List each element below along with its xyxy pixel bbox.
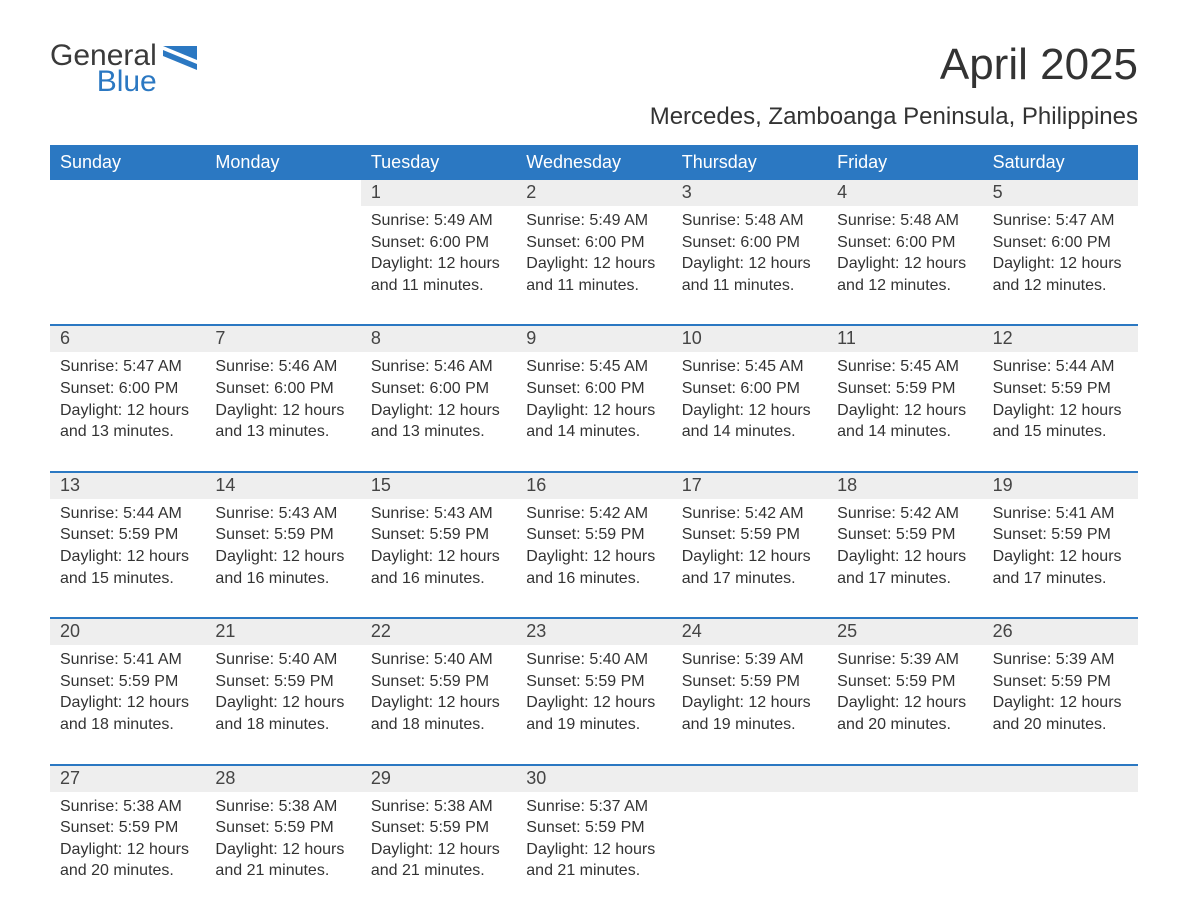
day-body-cell bbox=[827, 792, 982, 910]
day-number-cell: 14 bbox=[205, 473, 360, 499]
calendar: SundayMondayTuesdayWednesdayThursdayFrid… bbox=[50, 145, 1138, 910]
day-body-cell: Sunrise: 5:44 AMSunset: 5:59 PMDaylight:… bbox=[50, 499, 205, 617]
day-body-cell bbox=[50, 206, 205, 324]
day-body-cell: Sunrise: 5:49 AMSunset: 6:00 PMDaylight:… bbox=[361, 206, 516, 324]
weekday-header-cell: Tuesday bbox=[361, 145, 516, 180]
logo: General Blue bbox=[50, 40, 197, 97]
week-body-row: Sunrise: 5:38 AMSunset: 5:59 PMDaylight:… bbox=[50, 792, 1138, 910]
day-number-cell: 29 bbox=[361, 766, 516, 792]
weekday-header-cell: Friday bbox=[827, 145, 982, 180]
week-daynum-row: 20212223242526 bbox=[50, 617, 1138, 645]
weekday-header-cell: Wednesday bbox=[516, 145, 671, 180]
day-body-cell: Sunrise: 5:46 AMSunset: 6:00 PMDaylight:… bbox=[205, 352, 360, 470]
day-body-cell: Sunrise: 5:48 AMSunset: 6:00 PMDaylight:… bbox=[672, 206, 827, 324]
day-number-cell: 20 bbox=[50, 619, 205, 645]
week-daynum-row: 13141516171819 bbox=[50, 471, 1138, 499]
day-number-cell bbox=[983, 766, 1138, 792]
day-body-cell: Sunrise: 5:40 AMSunset: 5:59 PMDaylight:… bbox=[205, 645, 360, 763]
day-body-cell: Sunrise: 5:37 AMSunset: 5:59 PMDaylight:… bbox=[516, 792, 671, 910]
day-body-cell: Sunrise: 5:38 AMSunset: 5:59 PMDaylight:… bbox=[50, 792, 205, 910]
day-body-cell: Sunrise: 5:41 AMSunset: 5:59 PMDaylight:… bbox=[983, 499, 1138, 617]
day-number-cell bbox=[50, 180, 205, 206]
day-number-cell bbox=[827, 766, 982, 792]
day-body-cell: Sunrise: 5:47 AMSunset: 6:00 PMDaylight:… bbox=[50, 352, 205, 470]
day-number-cell: 9 bbox=[516, 326, 671, 352]
day-number-cell: 25 bbox=[827, 619, 982, 645]
day-number-cell bbox=[205, 180, 360, 206]
day-body-cell: Sunrise: 5:45 AMSunset: 5:59 PMDaylight:… bbox=[827, 352, 982, 470]
day-number-cell: 11 bbox=[827, 326, 982, 352]
day-number-cell: 28 bbox=[205, 766, 360, 792]
day-number-cell: 13 bbox=[50, 473, 205, 499]
day-number-cell: 8 bbox=[361, 326, 516, 352]
day-number-cell: 15 bbox=[361, 473, 516, 499]
day-body-cell: Sunrise: 5:45 AMSunset: 6:00 PMDaylight:… bbox=[516, 352, 671, 470]
day-body-cell: Sunrise: 5:42 AMSunset: 5:59 PMDaylight:… bbox=[516, 499, 671, 617]
day-number-cell: 16 bbox=[516, 473, 671, 499]
page-title: April 2025 bbox=[940, 40, 1138, 90]
weekday-header-row: SundayMondayTuesdayWednesdayThursdayFrid… bbox=[50, 145, 1138, 180]
week-daynum-row: 12345 bbox=[50, 180, 1138, 206]
week-daynum-row: 27282930 bbox=[50, 764, 1138, 792]
day-number-cell: 1 bbox=[361, 180, 516, 206]
day-body-cell: Sunrise: 5:49 AMSunset: 6:00 PMDaylight:… bbox=[516, 206, 671, 324]
day-number-cell: 4 bbox=[827, 180, 982, 206]
day-number-cell: 10 bbox=[672, 326, 827, 352]
day-number-cell: 19 bbox=[983, 473, 1138, 499]
day-body-cell: Sunrise: 5:43 AMSunset: 5:59 PMDaylight:… bbox=[361, 499, 516, 617]
day-body-cell: Sunrise: 5:38 AMSunset: 5:59 PMDaylight:… bbox=[205, 792, 360, 910]
day-body-cell bbox=[205, 206, 360, 324]
day-number-cell: 26 bbox=[983, 619, 1138, 645]
day-number-cell: 17 bbox=[672, 473, 827, 499]
day-number-cell: 24 bbox=[672, 619, 827, 645]
day-body-cell: Sunrise: 5:40 AMSunset: 5:59 PMDaylight:… bbox=[361, 645, 516, 763]
day-body-cell: Sunrise: 5:42 AMSunset: 5:59 PMDaylight:… bbox=[827, 499, 982, 617]
day-number-cell: 27 bbox=[50, 766, 205, 792]
day-body-cell: Sunrise: 5:39 AMSunset: 5:59 PMDaylight:… bbox=[672, 645, 827, 763]
day-number-cell: 12 bbox=[983, 326, 1138, 352]
day-body-cell: Sunrise: 5:47 AMSunset: 6:00 PMDaylight:… bbox=[983, 206, 1138, 324]
day-number-cell: 3 bbox=[672, 180, 827, 206]
weekday-header-cell: Saturday bbox=[983, 145, 1138, 180]
day-number-cell: 2 bbox=[516, 180, 671, 206]
day-body-cell: Sunrise: 5:45 AMSunset: 6:00 PMDaylight:… bbox=[672, 352, 827, 470]
location-subtitle: Mercedes, Zamboanga Peninsula, Philippin… bbox=[50, 103, 1138, 131]
day-number-cell: 18 bbox=[827, 473, 982, 499]
day-number-cell: 7 bbox=[205, 326, 360, 352]
day-body-cell: Sunrise: 5:39 AMSunset: 5:59 PMDaylight:… bbox=[983, 645, 1138, 763]
day-number-cell: 23 bbox=[516, 619, 671, 645]
weekday-header-cell: Monday bbox=[205, 145, 360, 180]
day-body-cell: Sunrise: 5:39 AMSunset: 5:59 PMDaylight:… bbox=[827, 645, 982, 763]
day-body-cell bbox=[983, 792, 1138, 910]
day-number-cell: 6 bbox=[50, 326, 205, 352]
logo-flag-icon bbox=[163, 46, 197, 75]
week-body-row: Sunrise: 5:47 AMSunset: 6:00 PMDaylight:… bbox=[50, 352, 1138, 470]
week-body-row: Sunrise: 5:44 AMSunset: 5:59 PMDaylight:… bbox=[50, 499, 1138, 617]
week-daynum-row: 6789101112 bbox=[50, 324, 1138, 352]
weekday-header-cell: Sunday bbox=[50, 145, 205, 180]
day-body-cell bbox=[672, 792, 827, 910]
day-number-cell: 30 bbox=[516, 766, 671, 792]
week-body-row: Sunrise: 5:41 AMSunset: 5:59 PMDaylight:… bbox=[50, 645, 1138, 763]
day-number-cell bbox=[672, 766, 827, 792]
day-body-cell: Sunrise: 5:46 AMSunset: 6:00 PMDaylight:… bbox=[361, 352, 516, 470]
day-body-cell: Sunrise: 5:38 AMSunset: 5:59 PMDaylight:… bbox=[361, 792, 516, 910]
day-body-cell: Sunrise: 5:44 AMSunset: 5:59 PMDaylight:… bbox=[983, 352, 1138, 470]
week-body-row: Sunrise: 5:49 AMSunset: 6:00 PMDaylight:… bbox=[50, 206, 1138, 324]
day-body-cell: Sunrise: 5:42 AMSunset: 5:59 PMDaylight:… bbox=[672, 499, 827, 617]
day-number-cell: 21 bbox=[205, 619, 360, 645]
day-body-cell: Sunrise: 5:41 AMSunset: 5:59 PMDaylight:… bbox=[50, 645, 205, 763]
weekday-header-cell: Thursday bbox=[672, 145, 827, 180]
day-body-cell: Sunrise: 5:40 AMSunset: 5:59 PMDaylight:… bbox=[516, 645, 671, 763]
day-number-cell: 5 bbox=[983, 180, 1138, 206]
day-body-cell: Sunrise: 5:43 AMSunset: 5:59 PMDaylight:… bbox=[205, 499, 360, 617]
day-body-cell: Sunrise: 5:48 AMSunset: 6:00 PMDaylight:… bbox=[827, 206, 982, 324]
day-number-cell: 22 bbox=[361, 619, 516, 645]
